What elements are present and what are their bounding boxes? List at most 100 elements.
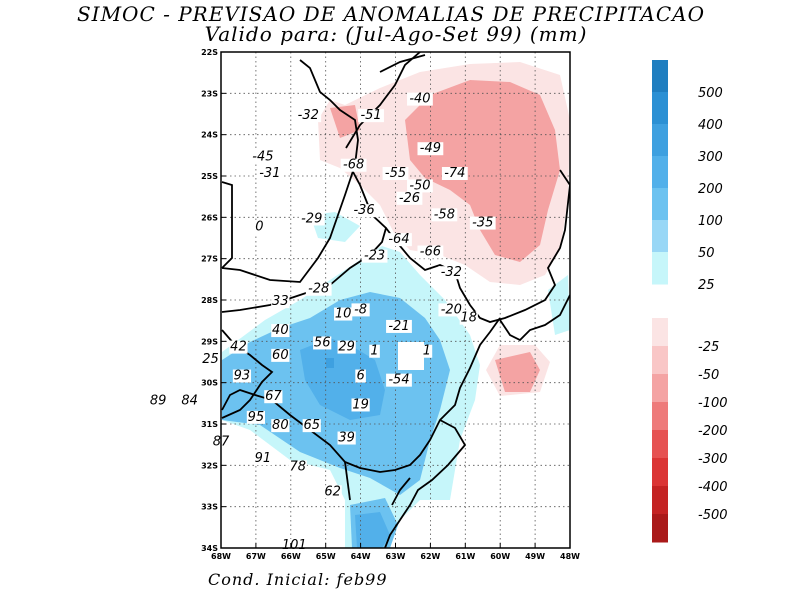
contour-label: -21	[388, 319, 409, 334]
contour-label: 25	[202, 352, 219, 367]
contour-label-bg	[438, 266, 465, 280]
legend-swatch	[652, 188, 668, 221]
lon-label: 49W	[525, 552, 545, 561]
lat-label: 26S	[201, 213, 218, 222]
contour-label-bg	[396, 191, 423, 205]
contour-label-bg	[421, 344, 433, 358]
contour-label-bg	[298, 212, 325, 226]
contour-label: 62	[324, 484, 341, 499]
legend-swatch	[652, 486, 668, 515]
lon-label: 66W	[281, 552, 301, 561]
contour-label-bg	[417, 142, 444, 156]
legend-label: -25	[698, 340, 719, 355]
contour-label-bg	[302, 419, 321, 433]
contour-label-bg	[358, 109, 384, 123]
contour-label-bg	[334, 307, 353, 321]
contour-label-bg	[232, 369, 252, 383]
legend-label: -100	[698, 396, 728, 411]
contour-label-bg	[431, 208, 458, 222]
strong-anomaly-cell	[326, 358, 334, 368]
contour-label: -20	[441, 302, 462, 317]
legend-swatch	[652, 402, 668, 431]
legend-label: 300	[698, 150, 723, 165]
contour-label: 65	[303, 418, 320, 433]
legend-label: -200	[698, 424, 728, 439]
lat-label: 22S	[201, 48, 218, 57]
legend-swatch	[652, 60, 668, 93]
contour-label-bg	[382, 167, 409, 180]
contour-label-bg	[180, 394, 199, 408]
axis-labels: 22S23S24S25S26S27S28S29S30S31S32S33S34S6…	[201, 48, 580, 561]
contour-label-bg	[254, 220, 265, 234]
contour-label-bg	[313, 336, 332, 350]
contour-label: -26	[399, 191, 420, 206]
contour-label-bg	[323, 485, 342, 499]
lat-label: 28S	[201, 296, 218, 305]
legend-swatch	[652, 430, 668, 459]
contour-label-bg	[288, 460, 307, 474]
initial-condition-label: Cond. Inicial: feb99	[208, 570, 388, 589]
contour-label: -36	[353, 203, 374, 218]
legend-label: 50	[698, 246, 715, 261]
contour-label-bg	[469, 216, 496, 230]
contour-label-bg	[407, 179, 433, 193]
legend-swatch	[652, 252, 668, 285]
contour-label-bg	[340, 158, 367, 172]
negative-anomaly-medium	[405, 80, 560, 262]
contour-label: 67	[265, 389, 282, 404]
lat-label: 24S	[201, 131, 218, 140]
contour-label: 33	[272, 294, 289, 309]
legend-label: 100	[698, 214, 723, 229]
contour-label: 1	[423, 344, 431, 359]
contour-label: 0	[255, 220, 263, 235]
contour-label-bg	[149, 394, 168, 408]
positive-anomaly-strong-2	[355, 512, 390, 548]
contour-label-bg	[386, 319, 412, 333]
contour-label: -28	[308, 282, 329, 297]
contour-label-bg	[355, 369, 366, 383]
lat-label: 27S	[201, 255, 218, 264]
contour-label: -31	[259, 166, 280, 181]
lon-label: 48W	[560, 552, 580, 561]
contour-label: 56	[314, 335, 331, 350]
lat-label: 30S	[201, 379, 218, 388]
contour-label-bg	[407, 92, 433, 106]
legend-swatch	[652, 318, 668, 347]
contour-label-bg	[271, 419, 290, 433]
legend-label: -300	[698, 452, 728, 467]
contour-label: -29	[301, 211, 322, 226]
contour-label: 19	[352, 397, 369, 412]
contour-label-bg	[256, 167, 283, 180]
contour-label-bg	[253, 452, 272, 466]
contour-label-bg	[229, 340, 248, 354]
legend-swatch	[652, 374, 668, 403]
contour-label: -23	[364, 249, 385, 264]
contour-label: -51	[360, 108, 381, 123]
contour-label-bg	[201, 353, 220, 366]
legend-label: -500	[698, 508, 728, 523]
contour-label-bg	[337, 340, 356, 354]
contour-label-bg	[351, 204, 377, 218]
contour-label: 42	[230, 340, 247, 355]
lon-label: 64W	[351, 552, 371, 561]
lon-label: 65W	[316, 552, 336, 561]
legend-swatch	[652, 514, 668, 543]
legend-label: -400	[698, 480, 728, 495]
contour-label: 60	[272, 348, 289, 363]
contour-label: 40	[272, 323, 289, 338]
legend-swatch	[652, 220, 668, 253]
contour-label-bg	[438, 303, 465, 317]
lon-label: 67W	[246, 552, 266, 561]
contour-label-bg	[459, 311, 478, 325]
contour-label: -68	[343, 158, 364, 173]
contour-label: 78	[290, 459, 307, 474]
contour-label-bg	[271, 295, 290, 309]
contour-label: 84	[181, 393, 198, 408]
contour-labels: -32 -51-40-49-45-31-68-55-50-74-26-29-36-…	[149, 92, 496, 553]
contour-label: -45	[252, 149, 273, 164]
contour-label: 101	[282, 538, 307, 553]
contour-label-bg	[271, 324, 290, 338]
contour-label-bg	[361, 249, 388, 263]
contour-label-bg	[264, 390, 283, 404]
